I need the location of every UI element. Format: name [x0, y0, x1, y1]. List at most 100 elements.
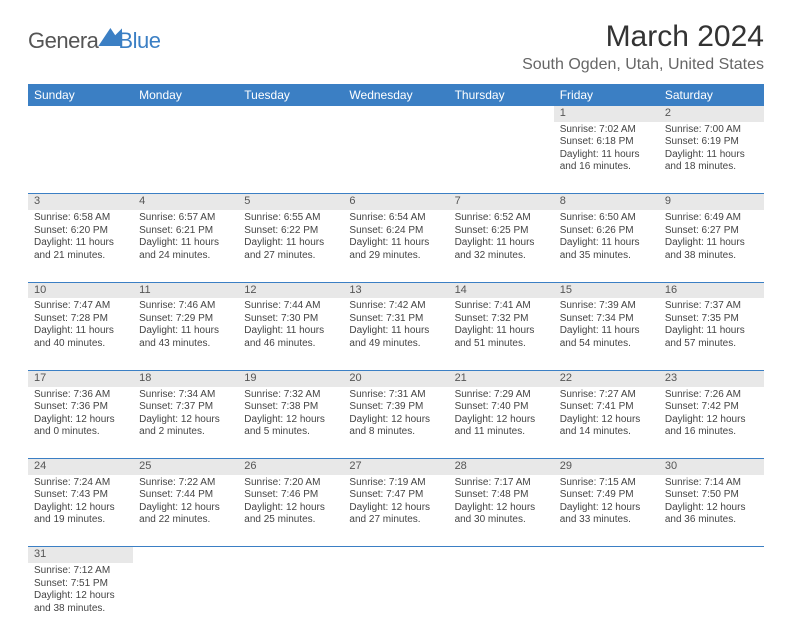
- day-cell: Sunrise: 7:41 AMSunset: 7:32 PMDaylight:…: [449, 298, 554, 370]
- day-number-cell: [659, 547, 764, 563]
- day-d2: and 25 minutes.: [244, 514, 337, 527]
- day-ss: Sunset: 7:36 PM: [34, 401, 127, 414]
- day-number-cell: 10: [28, 282, 133, 298]
- weekday-row: SundayMondayTuesdayWednesdayThursdayFrid…: [28, 84, 764, 106]
- day-sr: Sunrise: 6:57 AM: [139, 212, 232, 225]
- day-sr: Sunrise: 7:12 AM: [34, 565, 127, 578]
- day-sr: Sunrise: 6:52 AM: [455, 212, 548, 225]
- day-cell: Sunrise: 7:02 AMSunset: 6:18 PMDaylight:…: [554, 122, 659, 194]
- day-ss: Sunset: 7:41 PM: [560, 401, 653, 414]
- day-ss: Sunset: 6:18 PM: [560, 136, 653, 149]
- day-d2: and 24 minutes.: [139, 250, 232, 263]
- day-ss: Sunset: 7:48 PM: [455, 489, 548, 502]
- day-sr: Sunrise: 7:22 AM: [139, 477, 232, 490]
- day-sr: Sunrise: 7:20 AM: [244, 477, 337, 490]
- day-d2: and 38 minutes.: [34, 603, 127, 616]
- day-cell: [659, 563, 764, 635]
- day-number-cell: [238, 547, 343, 563]
- logo-text-part1: Genera: [28, 28, 98, 54]
- day-d2: and 38 minutes.: [665, 250, 758, 263]
- day-d2: and 27 minutes.: [244, 250, 337, 263]
- day-sr: Sunrise: 7:00 AM: [665, 124, 758, 137]
- day-d1: Daylight: 12 hours: [349, 414, 442, 427]
- day-number-cell: 23: [659, 370, 764, 386]
- day-number-cell: 6: [343, 194, 448, 210]
- daynum-row: 31: [28, 547, 764, 563]
- day-number-cell: [343, 106, 448, 122]
- day-d2: and 30 minutes.: [455, 514, 548, 527]
- day-cell: Sunrise: 7:19 AMSunset: 7:47 PMDaylight:…: [343, 475, 448, 547]
- day-number-cell: 14: [449, 282, 554, 298]
- day-number-cell: 8: [554, 194, 659, 210]
- day-ss: Sunset: 7:38 PM: [244, 401, 337, 414]
- day-ss: Sunset: 7:46 PM: [244, 489, 337, 502]
- day-d1: Daylight: 12 hours: [349, 502, 442, 515]
- day-sr: Sunrise: 7:24 AM: [34, 477, 127, 490]
- day-number-cell: 1: [554, 106, 659, 122]
- day-cell: Sunrise: 7:15 AMSunset: 7:49 PMDaylight:…: [554, 475, 659, 547]
- weekday-header: Friday: [554, 84, 659, 106]
- day-d2: and 2 minutes.: [139, 426, 232, 439]
- day-sr: Sunrise: 6:55 AM: [244, 212, 337, 225]
- daynum-row: 17181920212223: [28, 370, 764, 386]
- day-number-cell: 19: [238, 370, 343, 386]
- day-ss: Sunset: 7:31 PM: [349, 313, 442, 326]
- day-number-cell: 30: [659, 459, 764, 475]
- day-cell: Sunrise: 6:54 AMSunset: 6:24 PMDaylight:…: [343, 210, 448, 282]
- day-cell: [343, 563, 448, 635]
- weekday-header: Monday: [133, 84, 238, 106]
- day-number-cell: 9: [659, 194, 764, 210]
- day-cell: Sunrise: 7:20 AMSunset: 7:46 PMDaylight:…: [238, 475, 343, 547]
- calendar-head: SundayMondayTuesdayWednesdayThursdayFrid…: [28, 84, 764, 106]
- day-d1: Daylight: 11 hours: [560, 325, 653, 338]
- day-number-cell: 13: [343, 282, 448, 298]
- day-d1: Daylight: 11 hours: [665, 325, 758, 338]
- day-ss: Sunset: 7:43 PM: [34, 489, 127, 502]
- day-ss: Sunset: 7:28 PM: [34, 313, 127, 326]
- day-d2: and 40 minutes.: [34, 338, 127, 351]
- calendar-body: 12Sunrise: 7:02 AMSunset: 6:18 PMDayligh…: [28, 106, 764, 635]
- day-ss: Sunset: 7:37 PM: [139, 401, 232, 414]
- day-ss: Sunset: 6:26 PM: [560, 225, 653, 238]
- day-number-cell: 17: [28, 370, 133, 386]
- day-number-cell: [449, 547, 554, 563]
- day-cell: [449, 563, 554, 635]
- day-number-cell: 31: [28, 547, 133, 563]
- day-cell: Sunrise: 6:50 AMSunset: 6:26 PMDaylight:…: [554, 210, 659, 282]
- day-ss: Sunset: 7:50 PM: [665, 489, 758, 502]
- week-row: Sunrise: 7:36 AMSunset: 7:36 PMDaylight:…: [28, 387, 764, 459]
- day-cell: Sunrise: 7:39 AMSunset: 7:34 PMDaylight:…: [554, 298, 659, 370]
- day-d2: and 0 minutes.: [34, 426, 127, 439]
- day-sr: Sunrise: 7:46 AM: [139, 300, 232, 313]
- day-d2: and 49 minutes.: [349, 338, 442, 351]
- week-row: Sunrise: 6:58 AMSunset: 6:20 PMDaylight:…: [28, 210, 764, 282]
- day-d1: Daylight: 11 hours: [349, 325, 442, 338]
- day-d1: Daylight: 11 hours: [560, 149, 653, 162]
- day-ss: Sunset: 6:19 PM: [665, 136, 758, 149]
- day-d1: Daylight: 12 hours: [560, 502, 653, 515]
- day-d2: and 27 minutes.: [349, 514, 442, 527]
- day-d2: and 43 minutes.: [139, 338, 232, 351]
- day-sr: Sunrise: 7:37 AM: [665, 300, 758, 313]
- day-ss: Sunset: 7:34 PM: [560, 313, 653, 326]
- day-d2: and 16 minutes.: [665, 426, 758, 439]
- day-ss: Sunset: 7:32 PM: [455, 313, 548, 326]
- day-number-cell: 18: [133, 370, 238, 386]
- day-ss: Sunset: 7:30 PM: [244, 313, 337, 326]
- weekday-header: Tuesday: [238, 84, 343, 106]
- day-cell: Sunrise: 7:27 AMSunset: 7:41 PMDaylight:…: [554, 387, 659, 459]
- day-ss: Sunset: 7:40 PM: [455, 401, 548, 414]
- location-text: South Ogden, Utah, United States: [522, 56, 764, 74]
- day-d1: Daylight: 12 hours: [244, 414, 337, 427]
- day-ss: Sunset: 7:29 PM: [139, 313, 232, 326]
- day-d2: and 19 minutes.: [34, 514, 127, 527]
- day-d1: Daylight: 11 hours: [455, 325, 548, 338]
- day-d2: and 46 minutes.: [244, 338, 337, 351]
- day-sr: Sunrise: 7:44 AM: [244, 300, 337, 313]
- day-d2: and 21 minutes.: [34, 250, 127, 263]
- day-d1: Daylight: 11 hours: [244, 237, 337, 250]
- day-d1: Daylight: 11 hours: [139, 325, 232, 338]
- day-number-cell: [449, 106, 554, 122]
- day-d2: and 8 minutes.: [349, 426, 442, 439]
- day-cell: [133, 563, 238, 635]
